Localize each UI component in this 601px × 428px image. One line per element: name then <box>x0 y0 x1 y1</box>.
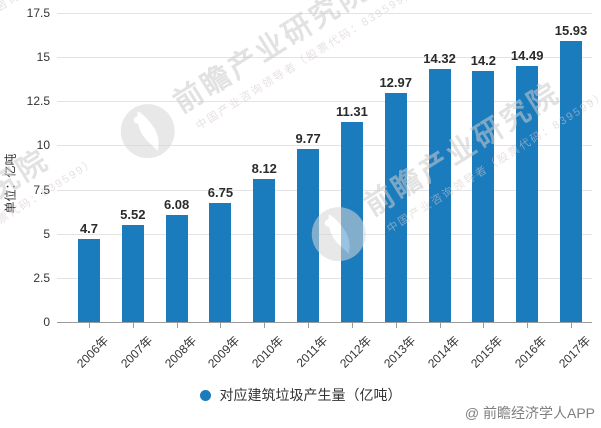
x-axis-tick <box>132 323 134 328</box>
bar-value-label: 14.49 <box>510 48 544 64</box>
bar <box>340 122 363 322</box>
bar <box>209 202 232 322</box>
y-gridline <box>57 189 592 191</box>
x-axis-tick <box>395 323 397 328</box>
bar <box>78 239 100 322</box>
y-gridline <box>57 145 592 147</box>
x-axis-label: 2012年 <box>336 333 375 371</box>
x-axis-tick <box>220 323 222 328</box>
bar <box>516 66 539 322</box>
y-gridline <box>57 57 592 59</box>
bar-value-label: 12.97 <box>379 74 412 90</box>
bar <box>384 92 407 322</box>
bar-value-label: 4.7 <box>79 221 99 236</box>
y-tick-label: 12.5 <box>26 94 50 109</box>
bar <box>121 224 144 322</box>
bar-value-label: 9.77 <box>295 131 321 147</box>
x-axis-label: 2014年 <box>424 333 462 371</box>
bar-value-label: 6.08 <box>163 196 190 212</box>
x-axis-tick <box>89 323 90 328</box>
x-axis-label: 2011年 <box>293 333 331 371</box>
y-tick-label: 5 <box>43 226 50 241</box>
x-axis-line <box>57 322 592 323</box>
y-tick-label: 17.5 <box>26 6 50 20</box>
x-axis-label: 2007年 <box>117 333 156 371</box>
bar-value-label: 5.52 <box>120 206 146 222</box>
bar-value-label: 15.93 <box>554 22 588 38</box>
x-axis-tick <box>439 323 441 328</box>
bar-value-label: 6.75 <box>207 184 234 200</box>
x-axis-label: 2008年 <box>161 333 199 371</box>
bar <box>253 178 276 322</box>
bar <box>297 149 320 322</box>
x-axis-label: 2006年 <box>74 333 112 371</box>
legend-marker-icon <box>199 389 211 401</box>
y-tick-label: 15 <box>36 50 50 65</box>
bar <box>472 71 495 322</box>
x-axis-tick <box>571 323 573 328</box>
y-gridline <box>57 277 592 279</box>
x-axis-label: 2016年 <box>512 333 550 371</box>
x-axis-label: 2009年 <box>205 333 243 371</box>
bar-value-label: 14.32 <box>423 51 456 67</box>
source-credit: @ 前瞻经济学人APP <box>464 405 595 421</box>
x-axis-label: 2013年 <box>380 333 419 371</box>
y-tick-label: 7.5 <box>33 182 50 197</box>
bar <box>560 40 583 322</box>
legend: 对应建筑垃圾产生量（亿吨） <box>0 385 601 405</box>
x-axis-tick <box>264 323 266 328</box>
x-axis-label: 2017年 <box>556 333 594 371</box>
bar <box>428 69 451 322</box>
x-axis-tick <box>483 323 485 328</box>
y-gridline <box>57 13 592 14</box>
legend-label: 对应建筑垃圾产生量（亿吨） <box>219 387 402 403</box>
x-axis-label: 2010年 <box>249 333 287 371</box>
x-axis-tick <box>176 323 178 328</box>
y-gridline <box>57 101 592 103</box>
x-axis-tick <box>527 323 529 328</box>
x-axis-label: 2015年 <box>468 333 506 371</box>
bar-value-label: 11.31 <box>335 104 368 120</box>
bar-value-label: 14.2 <box>470 53 497 69</box>
x-axis-tick <box>308 323 310 328</box>
y-tick-label: 2.5 <box>33 270 50 285</box>
y-tick-label: 0 <box>43 315 50 329</box>
y-tick-label: 10 <box>36 138 50 153</box>
bar-value-label: 8.12 <box>251 160 277 176</box>
bar <box>165 214 188 322</box>
x-axis-tick <box>351 323 353 328</box>
